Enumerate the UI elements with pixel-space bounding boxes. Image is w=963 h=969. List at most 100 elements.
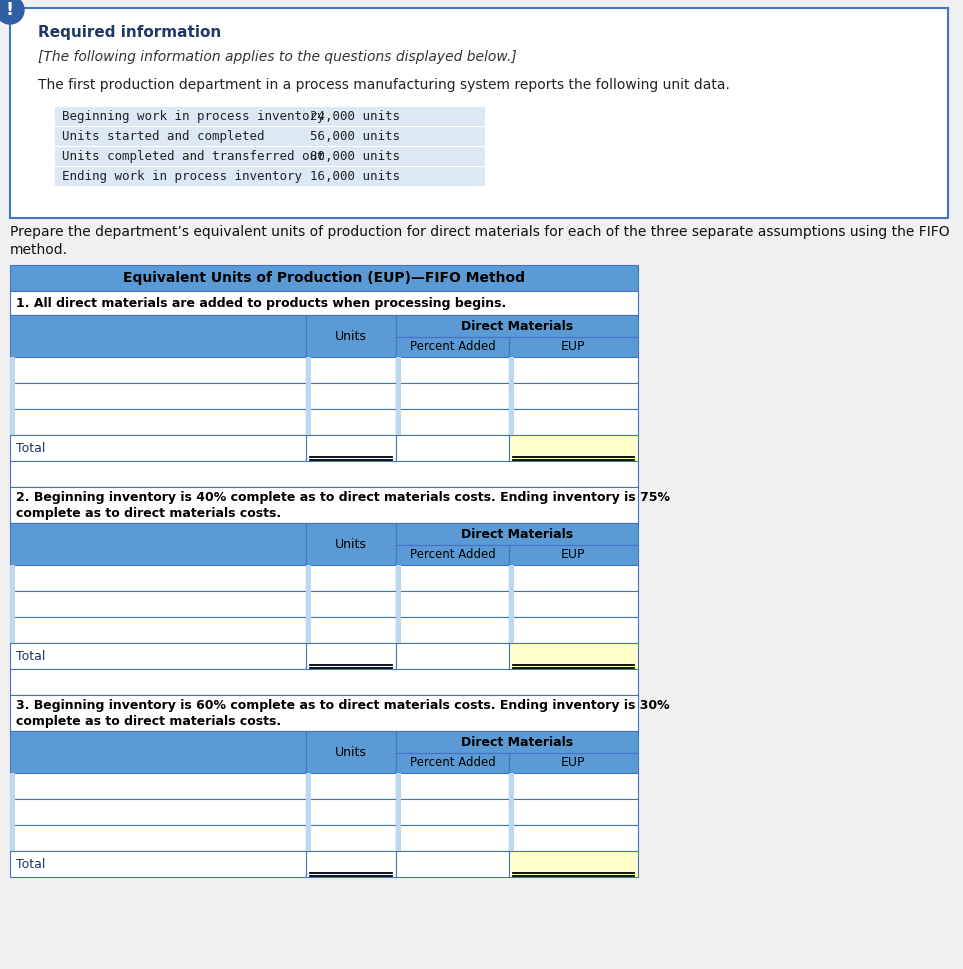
- Bar: [10, 591, 15, 617]
- Bar: [306, 643, 396, 669]
- Text: 56,000 units: 56,000 units: [310, 130, 400, 143]
- Bar: [10, 523, 306, 565]
- Bar: [306, 617, 396, 643]
- Bar: [306, 435, 396, 461]
- Bar: [306, 731, 396, 773]
- Bar: [306, 617, 311, 643]
- Bar: [10, 851, 306, 877]
- Bar: [10, 435, 306, 461]
- Bar: [396, 773, 401, 799]
- Bar: [10, 825, 306, 851]
- Bar: [306, 591, 396, 617]
- Bar: [396, 565, 509, 591]
- Text: Units started and completed: Units started and completed: [62, 130, 265, 143]
- Bar: [396, 617, 401, 643]
- Bar: [396, 523, 638, 545]
- Bar: [10, 825, 15, 851]
- Bar: [509, 409, 638, 435]
- Bar: [306, 565, 396, 591]
- Bar: [10, 409, 15, 435]
- Bar: [10, 487, 638, 523]
- Bar: [10, 799, 15, 825]
- Bar: [10, 315, 306, 357]
- Bar: [55, 147, 485, 166]
- Bar: [509, 617, 638, 643]
- Bar: [10, 383, 15, 409]
- Bar: [10, 617, 15, 643]
- Bar: [396, 409, 509, 435]
- Text: Direct Materials: Direct Materials: [461, 527, 573, 541]
- Text: Total: Total: [16, 858, 45, 870]
- Text: Percent Added: Percent Added: [409, 340, 495, 354]
- Text: 3. Beginning inventory is 60% complete as to direct materials costs. Ending inve: 3. Beginning inventory is 60% complete a…: [16, 699, 669, 711]
- Bar: [10, 265, 638, 291]
- Text: Total: Total: [16, 649, 45, 663]
- Bar: [509, 617, 514, 643]
- Bar: [396, 591, 401, 617]
- Bar: [10, 773, 15, 799]
- Bar: [396, 591, 509, 617]
- Bar: [396, 643, 509, 669]
- Bar: [396, 383, 509, 409]
- Text: 1. All direct materials are added to products when processing begins.: 1. All direct materials are added to pro…: [16, 297, 507, 309]
- Bar: [306, 357, 311, 383]
- Bar: [509, 753, 638, 773]
- Bar: [10, 8, 948, 218]
- Bar: [306, 565, 311, 591]
- Bar: [509, 799, 514, 825]
- Bar: [306, 357, 396, 383]
- Text: [The following information applies to the questions displayed below.]: [The following information applies to th…: [38, 50, 516, 64]
- Bar: [509, 409, 514, 435]
- Bar: [10, 643, 306, 669]
- Bar: [10, 695, 638, 731]
- Bar: [396, 545, 509, 565]
- Bar: [396, 409, 401, 435]
- Bar: [509, 799, 638, 825]
- Bar: [509, 825, 514, 851]
- Text: Required information: Required information: [38, 24, 221, 40]
- Bar: [396, 851, 509, 877]
- Text: method.: method.: [10, 243, 68, 257]
- Bar: [396, 565, 401, 591]
- Text: Prepare the department’s equivalent units of production for direct materials for: Prepare the department’s equivalent unit…: [10, 225, 950, 239]
- Bar: [306, 315, 396, 357]
- Bar: [10, 731, 306, 773]
- Bar: [10, 357, 15, 383]
- Text: complete as to direct materials costs.: complete as to direct materials costs.: [16, 714, 281, 728]
- Bar: [10, 617, 306, 643]
- Bar: [396, 617, 509, 643]
- Text: Total: Total: [16, 442, 45, 454]
- Bar: [10, 591, 306, 617]
- Bar: [10, 565, 15, 591]
- Bar: [55, 167, 485, 186]
- Text: 24,000 units: 24,000 units: [310, 110, 400, 123]
- Bar: [306, 773, 311, 799]
- Text: Beginning work in process inventory: Beginning work in process inventory: [62, 110, 325, 123]
- Text: !: !: [6, 1, 14, 19]
- Bar: [509, 357, 638, 383]
- Bar: [396, 825, 401, 851]
- Bar: [10, 461, 638, 487]
- Text: EUP: EUP: [561, 340, 586, 354]
- Bar: [306, 383, 311, 409]
- Bar: [396, 799, 401, 825]
- Bar: [509, 565, 638, 591]
- Bar: [509, 337, 638, 357]
- Bar: [10, 799, 306, 825]
- Bar: [306, 799, 311, 825]
- Bar: [509, 383, 514, 409]
- Text: Units completed and transferred out: Units completed and transferred out: [62, 150, 325, 163]
- Bar: [55, 107, 485, 126]
- Bar: [306, 523, 396, 565]
- Text: EUP: EUP: [561, 757, 586, 769]
- Bar: [10, 669, 638, 695]
- Bar: [509, 851, 638, 877]
- Bar: [306, 409, 396, 435]
- Bar: [10, 565, 306, 591]
- Text: The first production department in a process manufacturing system reports the fo: The first production department in a pro…: [38, 78, 730, 92]
- Bar: [10, 383, 306, 409]
- Bar: [10, 409, 306, 435]
- Text: Units: Units: [335, 538, 367, 550]
- Bar: [306, 825, 311, 851]
- Text: Equivalent Units of Production (EUP)—FIFO Method: Equivalent Units of Production (EUP)—FIF…: [123, 271, 525, 285]
